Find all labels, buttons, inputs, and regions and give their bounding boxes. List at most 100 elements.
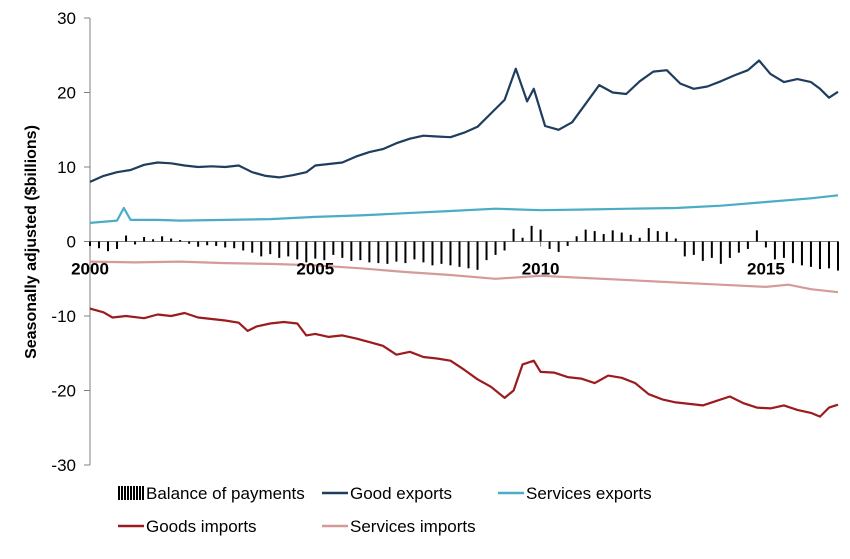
y-tick-label: -10: [51, 307, 76, 326]
balance-bar: [359, 241, 362, 261]
balance-bar: [458, 241, 461, 267]
balance-bar: [278, 241, 281, 258]
balance-bar: [467, 241, 470, 269]
balance-bar: [683, 241, 686, 257]
balance-bar: [287, 241, 290, 257]
y-tick-label: 10: [57, 158, 76, 177]
balance-bar: [818, 241, 821, 270]
balance-bar: [449, 241, 452, 266]
legend-swatch: [136, 486, 138, 500]
legend-swatch: [118, 486, 120, 500]
legend-swatch: [133, 486, 135, 500]
y-tick-label: 30: [57, 9, 76, 28]
legend-item-goods_exports: Good exports: [322, 484, 452, 503]
balance-bar: [206, 241, 209, 246]
balance-bar: [233, 241, 236, 249]
balance-bar: [107, 241, 110, 252]
balance-bar: [656, 231, 659, 242]
balance-bar: [566, 241, 569, 246]
y-tick-label: -30: [51, 456, 76, 475]
balance-bar: [341, 241, 344, 258]
balance-bar: [710, 241, 713, 258]
legend-label: Good exports: [350, 484, 452, 503]
balance-bar: [296, 241, 299, 260]
balance-bar: [179, 240, 182, 242]
balance-bar: [215, 241, 218, 246]
balance-bar: [629, 234, 632, 242]
balance-bar: [809, 241, 812, 267]
legend-label: Services imports: [350, 517, 476, 536]
balance-bar: [719, 241, 722, 264]
balance-bar: [737, 241, 740, 253]
balance-bar: [620, 232, 623, 242]
balance-bar: [170, 238, 173, 242]
balance-bar: [503, 241, 506, 251]
balance-bar: [647, 228, 650, 242]
balance-bar: [557, 241, 560, 252]
balance-bar: [485, 241, 488, 261]
balance-bar: [386, 241, 389, 264]
legend: Balance of payments Good exports Services …: [118, 484, 652, 536]
balance-bar: [251, 241, 254, 253]
balance-bar: [791, 241, 794, 264]
balance-bar: [125, 235, 128, 242]
balance-bar: [314, 241, 317, 259]
y-tick-label: 0: [67, 233, 76, 252]
balance-bar: [422, 241, 425, 263]
legend-swatch: [130, 486, 132, 500]
legend-item-goods_imports: Goods imports: [118, 517, 257, 536]
balance-bar: [530, 225, 533, 242]
balance-bar: [764, 241, 767, 248]
balance-bars: [89, 225, 839, 271]
legend-label: Balance of payments: [146, 484, 305, 503]
legend-item-balance: Balance of payments: [118, 484, 305, 503]
balance-bar: [413, 241, 416, 260]
balance-bar: [404, 241, 407, 264]
balance-bar: [350, 241, 353, 261]
legend-swatch: [121, 486, 123, 500]
x-tick-label: 2010: [522, 260, 560, 279]
y-tick-label: 20: [57, 84, 76, 103]
legend-label: Goods imports: [146, 517, 257, 536]
balance-bar: [197, 241, 200, 247]
balance-bar: [395, 241, 398, 262]
balance-bar: [116, 241, 119, 249]
balance-bar: [143, 237, 146, 242]
balance-bar: [305, 241, 308, 263]
balance-bar: [152, 239, 155, 242]
balance-bar: [638, 237, 641, 242]
y-tick-label: -20: [51, 382, 76, 401]
balance-bar: [746, 241, 749, 249]
balance-bar: [161, 236, 164, 242]
x-tick-label: 2005: [296, 260, 334, 279]
balance-bar: [368, 241, 371, 263]
balance-bar: [188, 241, 191, 244]
balance-bar: [782, 241, 785, 258]
legend-swatch: [124, 486, 126, 500]
balance-bar: [593, 231, 596, 242]
balance-bar: [837, 241, 839, 271]
balance-bar: [575, 236, 578, 242]
legend-item-services_imports: Services imports: [322, 517, 476, 536]
balance-bar: [134, 241, 137, 245]
balance-bar: [476, 241, 479, 270]
balance-bar: [332, 241, 335, 255]
series-line-goods_exports: [89, 59, 839, 183]
series-line-goods_imports: [89, 307, 839, 418]
balance-bar: [692, 241, 695, 255]
balance-bar: [665, 231, 668, 242]
balance-bar: [521, 237, 524, 242]
legend-swatch: [139, 486, 141, 500]
balance-bar: [431, 241, 434, 266]
legend-label: Services exports: [526, 484, 652, 503]
series-line-services_imports: [89, 260, 839, 294]
balance-bar: [773, 241, 776, 260]
x-tick-label: 2015: [747, 260, 785, 279]
balance-bar: [800, 241, 803, 266]
x-tick-label: 2000: [71, 260, 109, 279]
balance-bar: [440, 241, 443, 264]
balance-bar: [539, 229, 542, 242]
